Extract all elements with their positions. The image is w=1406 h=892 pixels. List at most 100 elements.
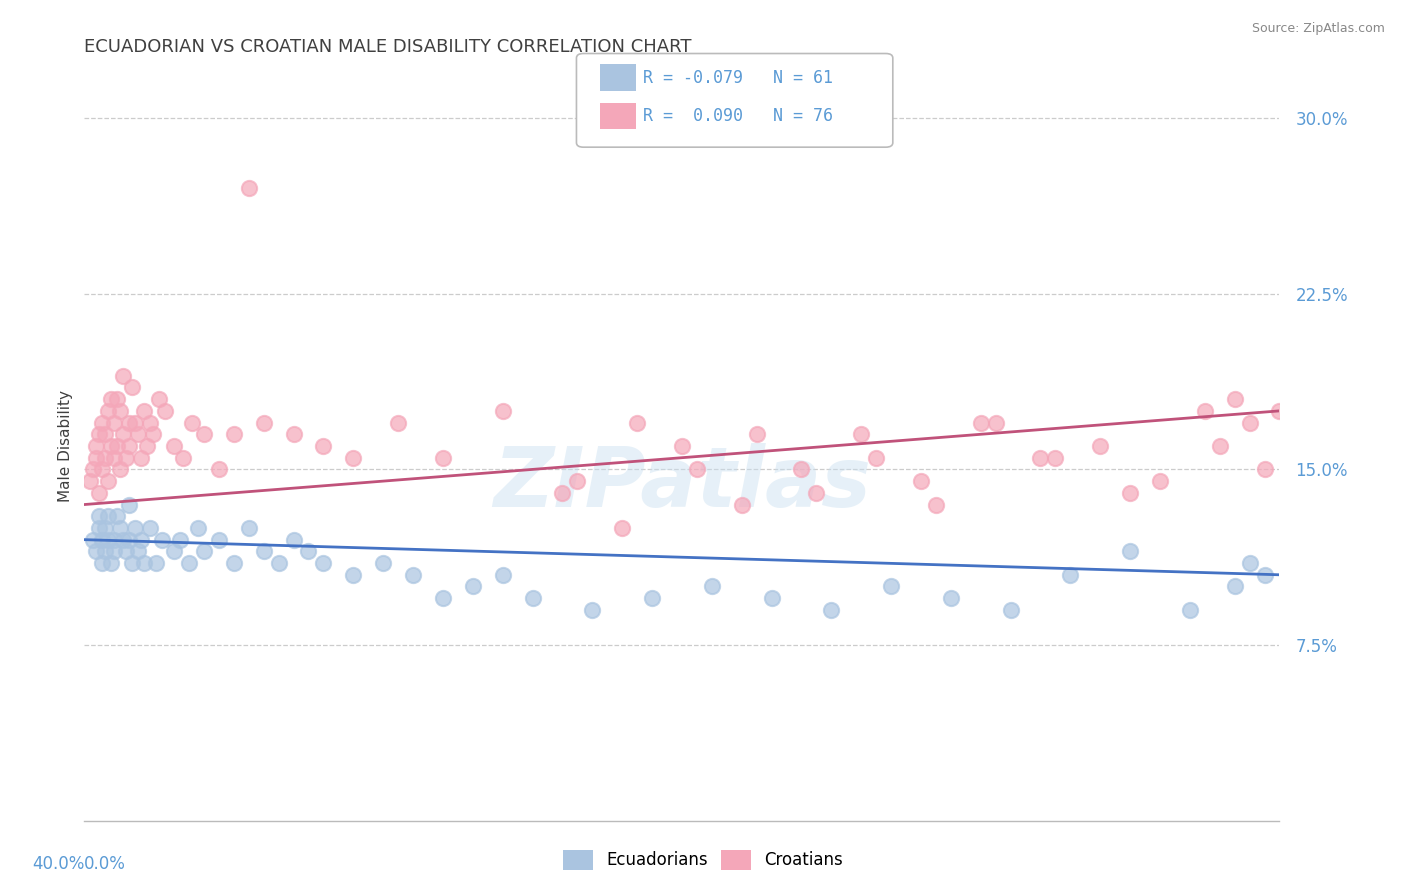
- Point: [181, 416, 204, 430]
- Point: [461, 580, 484, 594]
- Point: [124, 416, 146, 430]
- Point: [522, 591, 544, 606]
- Point: [115, 544, 138, 558]
- Point: [342, 450, 364, 465]
- Point: [1000, 603, 1022, 617]
- Point: [1223, 392, 1246, 407]
- Point: [208, 533, 231, 547]
- Point: [148, 392, 170, 407]
- Point: [432, 450, 454, 465]
- Point: [91, 533, 114, 547]
- Point: [567, 474, 589, 488]
- Point: [110, 462, 132, 476]
- Point: [1119, 485, 1142, 500]
- Point: [79, 474, 101, 488]
- Point: [118, 416, 141, 430]
- Point: [402, 567, 425, 582]
- Point: [105, 392, 128, 407]
- Point: [551, 485, 574, 500]
- Point: [238, 521, 260, 535]
- Point: [626, 416, 648, 430]
- Text: Source: ZipAtlas.com: Source: ZipAtlas.com: [1251, 22, 1385, 36]
- Point: [641, 591, 664, 606]
- Point: [112, 533, 135, 547]
- Point: [129, 533, 152, 547]
- Point: [612, 521, 634, 535]
- Point: [193, 544, 215, 558]
- Text: ECUADORIAN VS CROATIAN MALE DISABILITY CORRELATION CHART: ECUADORIAN VS CROATIAN MALE DISABILITY C…: [84, 38, 692, 56]
- Point: [124, 521, 146, 535]
- Point: [91, 556, 114, 570]
- Point: [820, 603, 842, 617]
- Point: [970, 416, 993, 430]
- Point: [671, 439, 693, 453]
- Point: [1090, 439, 1112, 453]
- Point: [939, 591, 962, 606]
- Point: [222, 556, 245, 570]
- Text: 40.0%: 40.0%: [32, 855, 84, 873]
- Point: [100, 392, 122, 407]
- Point: [163, 439, 186, 453]
- Point: [373, 556, 395, 570]
- Point: [761, 591, 783, 606]
- Point: [238, 181, 260, 195]
- Point: [1059, 567, 1081, 582]
- Point: [283, 427, 305, 442]
- Point: [103, 416, 125, 430]
- Point: [127, 427, 149, 442]
- Point: [118, 498, 141, 512]
- Point: [342, 567, 364, 582]
- Point: [118, 533, 141, 547]
- Point: [1253, 462, 1275, 476]
- Point: [97, 404, 120, 418]
- Point: [267, 556, 290, 570]
- Point: [86, 450, 108, 465]
- Point: [105, 439, 128, 453]
- Point: [806, 485, 828, 500]
- Point: [97, 474, 120, 488]
- Point: [253, 416, 276, 430]
- Point: [297, 544, 319, 558]
- Point: [1194, 404, 1216, 418]
- Point: [984, 416, 1007, 430]
- Point: [312, 556, 335, 570]
- Point: [222, 427, 245, 442]
- Point: [110, 521, 132, 535]
- Point: [121, 380, 143, 394]
- Point: [89, 427, 111, 442]
- Point: [731, 498, 754, 512]
- Point: [139, 416, 162, 430]
- Y-axis label: Male Disability: Male Disability: [58, 390, 73, 502]
- Point: [1253, 567, 1275, 582]
- Point: [187, 521, 209, 535]
- Point: [86, 439, 108, 453]
- Point: [129, 450, 152, 465]
- Point: [82, 462, 104, 476]
- Point: [745, 427, 768, 442]
- Point: [1029, 450, 1052, 465]
- Legend: Ecuadorians, Croatians: Ecuadorians, Croatians: [557, 843, 849, 877]
- Point: [132, 556, 156, 570]
- Point: [925, 498, 948, 512]
- Point: [492, 404, 515, 418]
- Point: [105, 509, 128, 524]
- Point: [150, 533, 173, 547]
- Point: [208, 462, 231, 476]
- Point: [112, 427, 135, 442]
- Point: [103, 544, 125, 558]
- Point: [193, 427, 215, 442]
- Point: [172, 450, 194, 465]
- Point: [121, 556, 143, 570]
- Point: [387, 416, 409, 430]
- Point: [253, 544, 276, 558]
- Point: [142, 427, 165, 442]
- Text: R =  0.090   N = 76: R = 0.090 N = 76: [643, 107, 832, 125]
- Text: ZIPatlas: ZIPatlas: [494, 443, 870, 524]
- Point: [86, 544, 108, 558]
- Point: [139, 521, 162, 535]
- Point: [118, 439, 141, 453]
- Point: [145, 556, 167, 570]
- Point: [283, 533, 305, 547]
- Point: [94, 544, 117, 558]
- Point: [177, 556, 200, 570]
